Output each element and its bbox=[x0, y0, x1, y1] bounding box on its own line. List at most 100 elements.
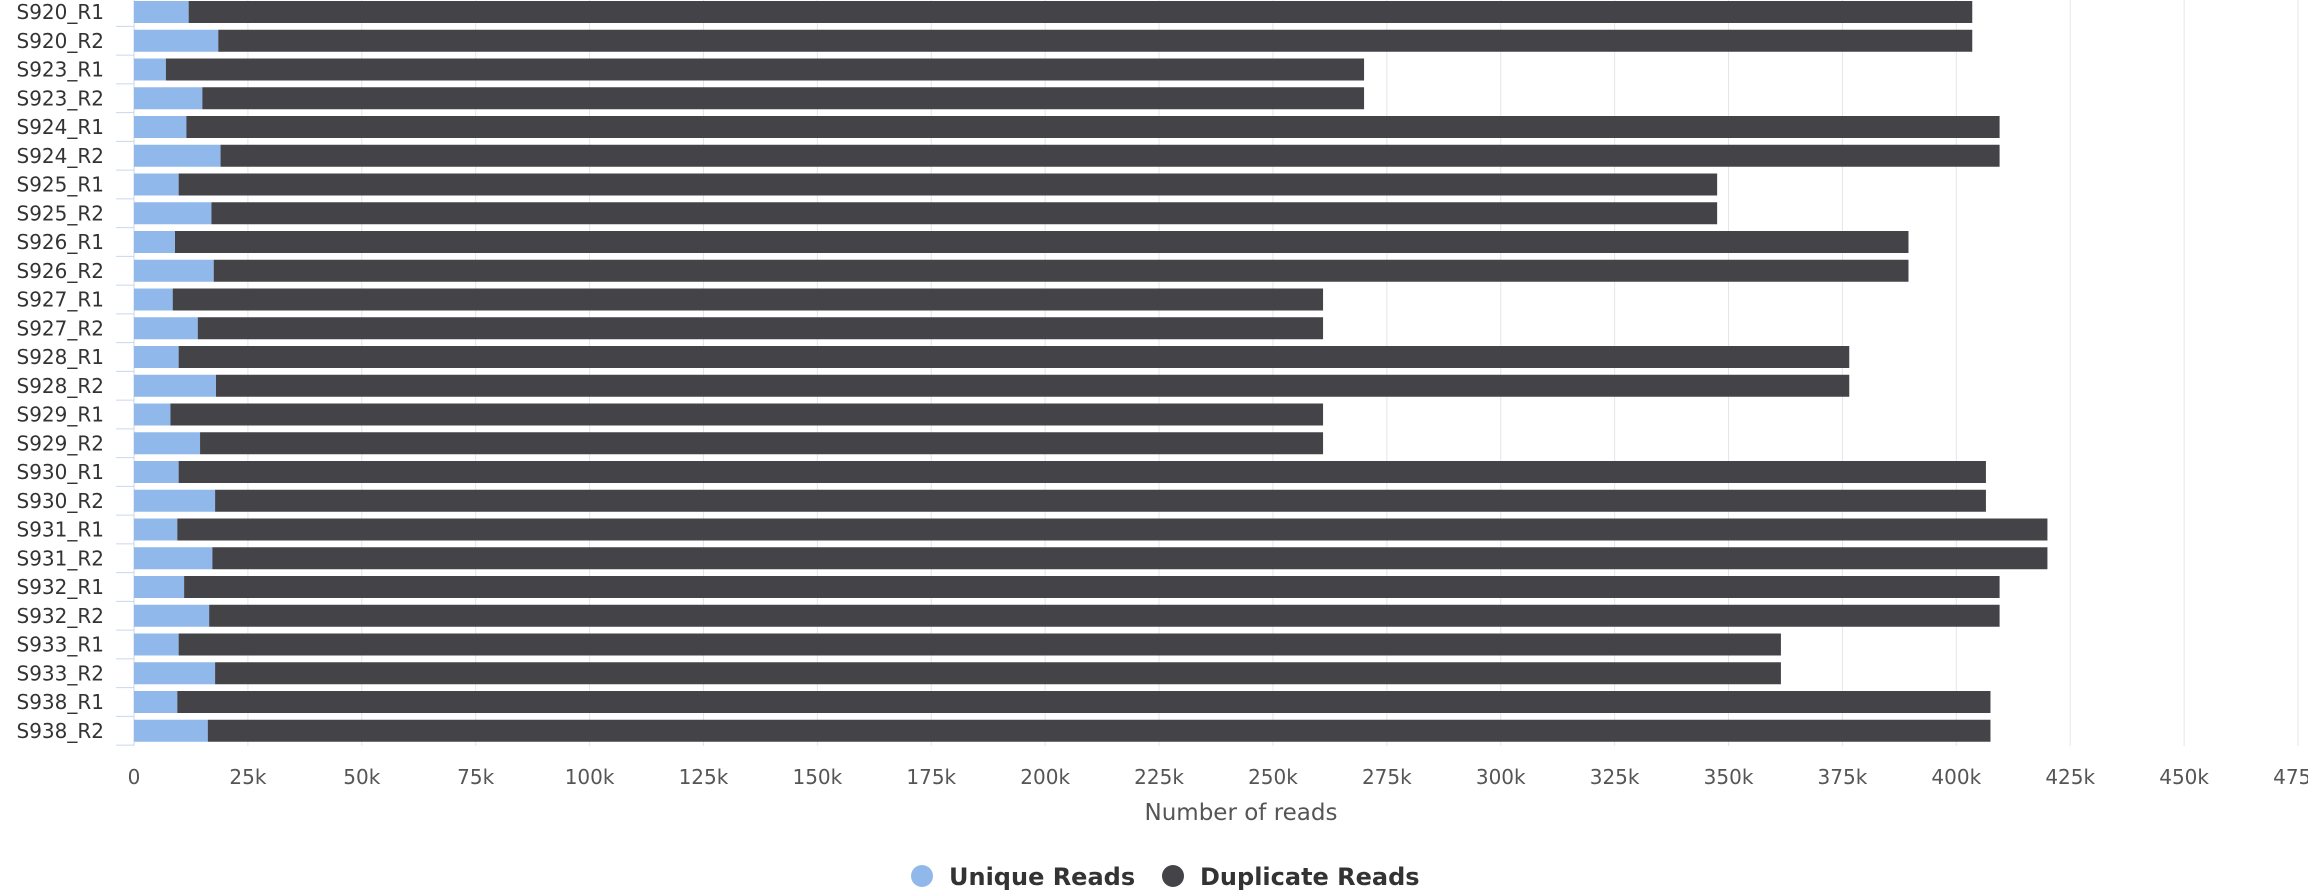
x-tick-label: 225k bbox=[1134, 765, 1184, 789]
legend[interactable]: Unique Reads Duplicate Reads bbox=[911, 863, 1420, 891]
bar-unique-reads[interactable] bbox=[134, 518, 178, 541]
category-label: S929_R1 bbox=[17, 403, 105, 427]
x-tick-label: 25k bbox=[229, 765, 266, 789]
x-tick-label: 50k bbox=[343, 765, 380, 789]
x-tick-label: 75k bbox=[457, 765, 494, 789]
bar-unique-reads[interactable] bbox=[134, 288, 173, 311]
bar-unique-reads[interactable] bbox=[134, 346, 179, 368]
bar-duplicate-reads[interactable] bbox=[209, 604, 2000, 627]
bar-duplicate-reads[interactable] bbox=[177, 691, 1991, 713]
category-labels: S920_R1 S920_R2 S923_R1 S923_R2 S924_R1 S924_… bbox=[17, 0, 105, 743]
bar-unique-reads[interactable] bbox=[134, 374, 217, 397]
category-label: S925_R1 bbox=[17, 173, 105, 197]
category-label: S924_R2 bbox=[17, 144, 105, 168]
bar-duplicate-reads[interactable] bbox=[172, 288, 1324, 311]
bar-duplicate-reads[interactable] bbox=[184, 576, 2000, 598]
category-label: S926_R2 bbox=[17, 259, 105, 283]
category-label: S928_R1 bbox=[17, 345, 105, 369]
category-label: S933_R2 bbox=[17, 661, 105, 685]
category-label: S927_R1 bbox=[17, 288, 105, 312]
bar-unique-reads[interactable] bbox=[134, 231, 176, 253]
category-label: S929_R2 bbox=[17, 431, 105, 455]
category-label: S931_R1 bbox=[17, 518, 105, 542]
x-tick-label: 475k bbox=[2273, 765, 2308, 789]
bar-unique-reads[interactable] bbox=[134, 87, 203, 110]
bar-unique-reads[interactable] bbox=[134, 1, 189, 23]
category-label: S928_R2 bbox=[17, 374, 105, 398]
bar-duplicate-reads[interactable] bbox=[212, 547, 2048, 570]
bar-unique-reads[interactable] bbox=[134, 173, 179, 196]
bar-unique-reads[interactable] bbox=[134, 547, 213, 570]
bar-unique-reads[interactable] bbox=[134, 719, 208, 742]
bar-unique-reads[interactable] bbox=[134, 633, 179, 656]
x-tick-label: 350k bbox=[1704, 765, 1754, 789]
bar-duplicate-reads[interactable] bbox=[218, 29, 1973, 52]
x-axis-tick-labels: 0 25k 50k 75k 100k 125k 150k 175k 200k 225k 250k 27… bbox=[128, 765, 2308, 789]
category-label: S925_R2 bbox=[17, 201, 105, 225]
category-label: S938_R2 bbox=[17, 719, 105, 743]
bar-duplicate-reads[interactable] bbox=[197, 317, 1324, 340]
bar-duplicate-reads[interactable] bbox=[170, 403, 1324, 426]
legend-label: Unique Reads bbox=[949, 863, 1135, 891]
category-label: S932_R2 bbox=[17, 604, 105, 628]
x-tick-label: 400k bbox=[1931, 765, 1981, 789]
legend-marker-icon bbox=[1162, 865, 1184, 887]
bars bbox=[134, 1, 2048, 742]
legend-marker-icon bbox=[911, 865, 933, 887]
x-tick-label: 175k bbox=[906, 765, 956, 789]
bar-unique-reads[interactable] bbox=[134, 317, 198, 340]
category-label: S930_R2 bbox=[17, 489, 105, 513]
bar-unique-reads[interactable] bbox=[134, 259, 214, 282]
bar-unique-reads[interactable] bbox=[134, 604, 210, 627]
bar-duplicate-reads[interactable] bbox=[213, 259, 1909, 282]
bar-duplicate-reads[interactable] bbox=[178, 461, 1986, 483]
bar-unique-reads[interactable] bbox=[134, 576, 185, 598]
x-tick-label: 425k bbox=[2045, 765, 2095, 789]
bar-unique-reads[interactable] bbox=[134, 461, 179, 483]
x-tick-label: 275k bbox=[1362, 765, 1412, 789]
legend-item-unique-reads[interactable]: Unique Reads bbox=[911, 863, 1135, 891]
bar-unique-reads[interactable] bbox=[134, 116, 187, 138]
bar-duplicate-reads[interactable] bbox=[178, 173, 1718, 196]
x-tick-label: 325k bbox=[1590, 765, 1640, 789]
category-label: S933_R1 bbox=[17, 633, 105, 657]
category-label: S924_R1 bbox=[17, 115, 105, 139]
bar-unique-reads[interactable] bbox=[134, 29, 219, 52]
bar-unique-reads[interactable] bbox=[134, 58, 166, 81]
x-tick-label: 450k bbox=[2159, 765, 2209, 789]
category-label: S927_R2 bbox=[17, 316, 105, 340]
category-label: S923_R1 bbox=[17, 58, 105, 82]
bar-duplicate-reads[interactable] bbox=[177, 518, 2048, 541]
bar-duplicate-reads[interactable] bbox=[186, 116, 2000, 138]
bar-duplicate-reads[interactable] bbox=[200, 432, 1324, 455]
bar-duplicate-reads[interactable] bbox=[178, 633, 1781, 656]
bar-unique-reads[interactable] bbox=[134, 432, 201, 455]
bar-duplicate-reads[interactable] bbox=[220, 144, 2000, 167]
category-label: S920_R1 bbox=[17, 0, 105, 24]
bar-duplicate-reads[interactable] bbox=[216, 374, 1850, 397]
bar-duplicate-reads[interactable] bbox=[211, 202, 1718, 225]
x-tick-label: 375k bbox=[1818, 765, 1868, 789]
legend-item-duplicate-reads[interactable]: Duplicate Reads bbox=[1162, 863, 1420, 891]
bar-duplicate-reads[interactable] bbox=[165, 58, 1365, 81]
bar-duplicate-reads[interactable] bbox=[207, 719, 1991, 742]
bar-duplicate-reads[interactable] bbox=[175, 231, 1909, 253]
bar-unique-reads[interactable] bbox=[134, 691, 178, 713]
bar-duplicate-reads[interactable] bbox=[215, 489, 1986, 512]
bar-unique-reads[interactable] bbox=[134, 662, 216, 685]
bar-unique-reads[interactable] bbox=[134, 202, 212, 225]
x-tick-label: 200k bbox=[1020, 765, 1070, 789]
category-label: S938_R1 bbox=[17, 690, 105, 714]
x-tick-label: 150k bbox=[792, 765, 842, 789]
bar-unique-reads[interactable] bbox=[134, 403, 171, 426]
bar-duplicate-reads[interactable] bbox=[215, 662, 1781, 685]
bar-duplicate-reads[interactable] bbox=[188, 1, 1973, 23]
legend-label: Duplicate Reads bbox=[1200, 863, 1420, 891]
bar-duplicate-reads[interactable] bbox=[202, 87, 1365, 110]
category-label: S930_R1 bbox=[17, 460, 105, 484]
bar-unique-reads[interactable] bbox=[134, 144, 221, 167]
bar-unique-reads[interactable] bbox=[134, 489, 216, 512]
x-tick-label: 100k bbox=[565, 765, 615, 789]
bar-duplicate-reads[interactable] bbox=[178, 346, 1850, 368]
